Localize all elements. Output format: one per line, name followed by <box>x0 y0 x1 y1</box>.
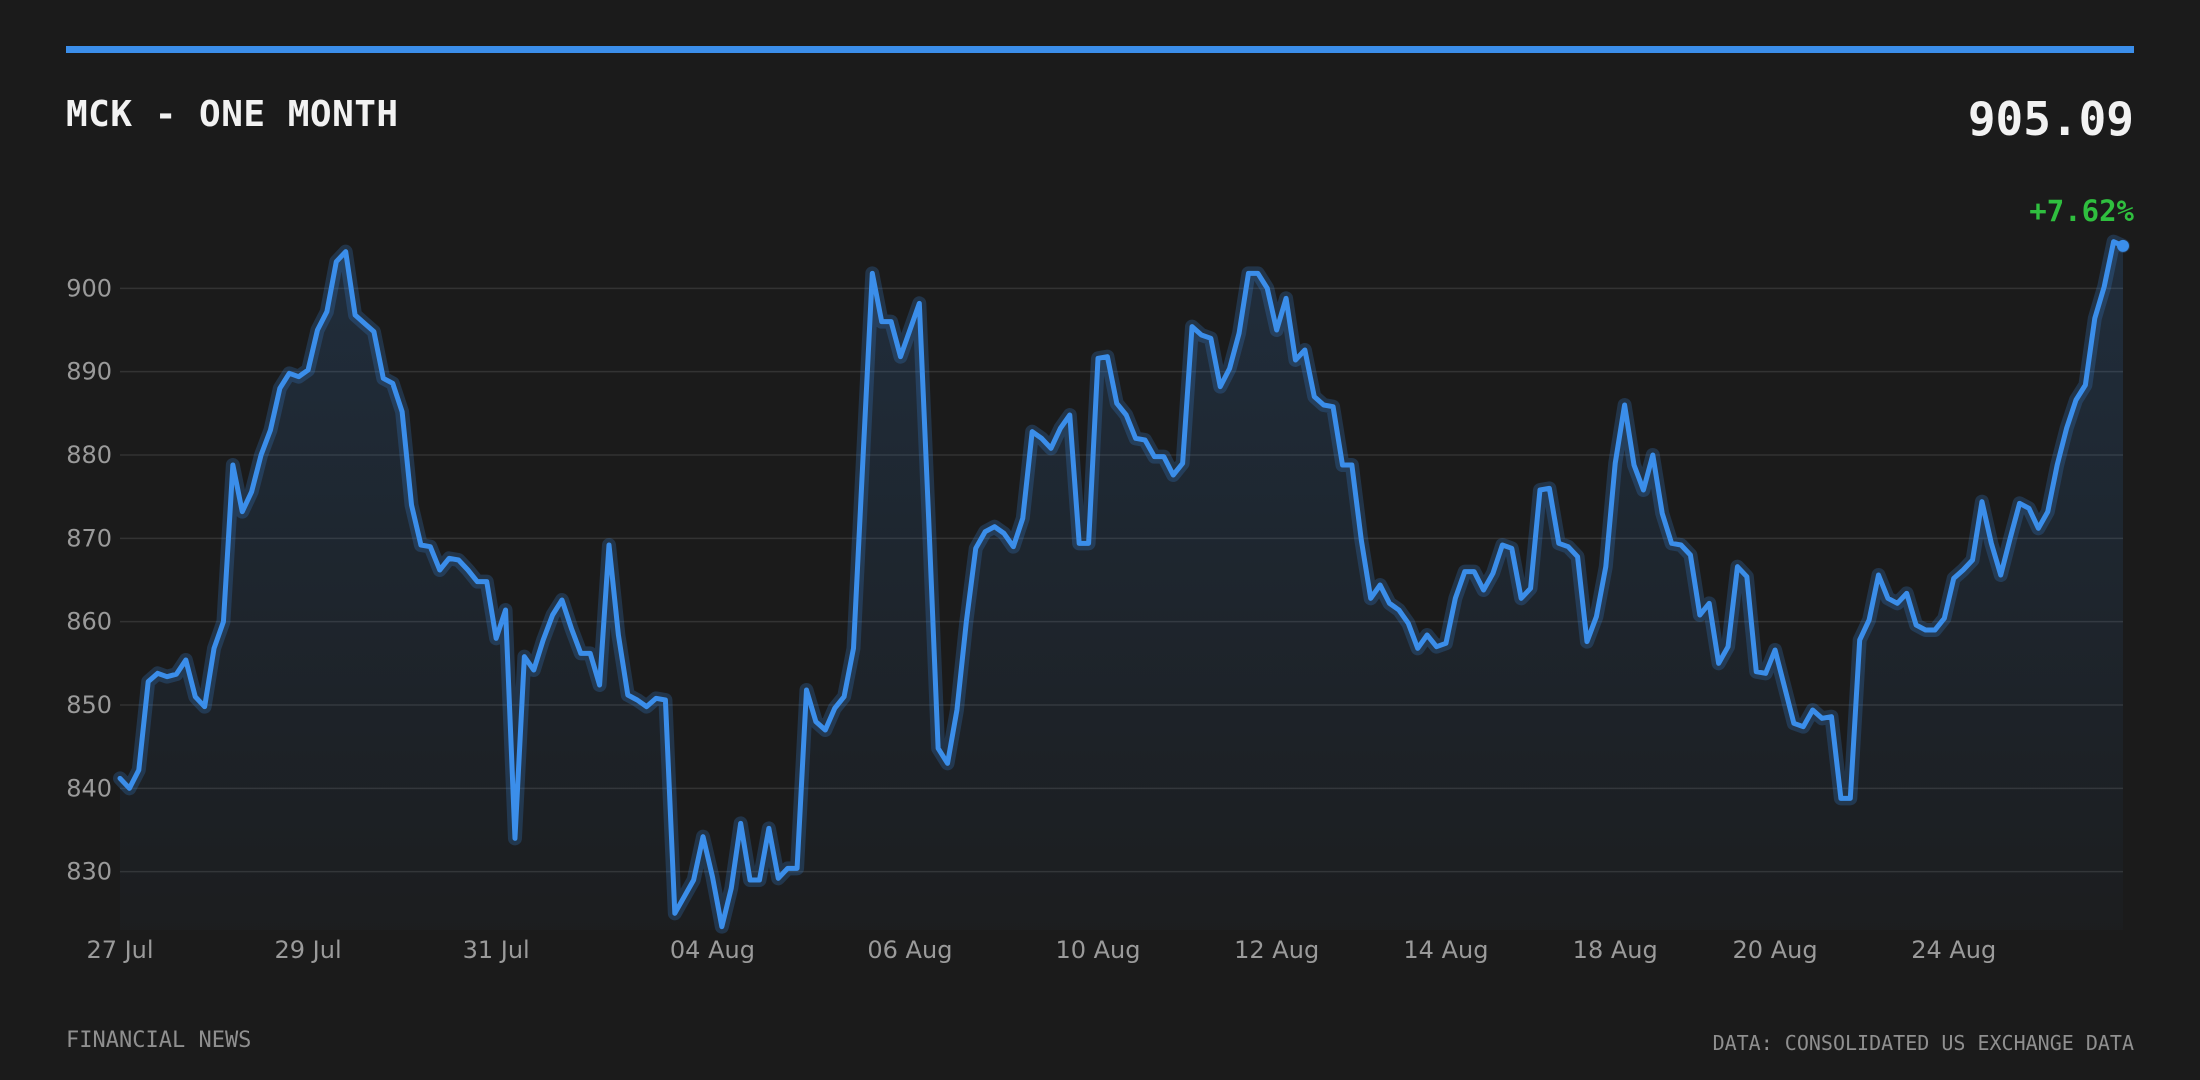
y-tick-label: 870 <box>66 524 112 552</box>
x-axis-ticks: 27 Jul 29 Jul 31 Jul 04 Aug 06 Aug 10 Aug 12 A… <box>86 936 1996 964</box>
price-change: +7.62% <box>2029 194 2134 228</box>
y-tick-label: 860 <box>66 608 112 636</box>
y-tick-label: 840 <box>66 774 112 802</box>
y-axis-ticks: 830 840 850 860 870 880 890 900 <box>66 274 112 885</box>
x-tick-label: 14 Aug <box>1403 936 1488 964</box>
x-tick-label: 06 Aug <box>867 936 952 964</box>
footer-source-right: DATA: CONSOLIDATED US EXCHANGE DATA <box>1712 1031 2134 1055</box>
current-price: 905.09 <box>1967 92 2134 146</box>
y-tick-label: 890 <box>66 358 112 386</box>
last-price-marker <box>2117 239 2129 252</box>
x-tick-label: 31 Jul <box>463 936 530 964</box>
x-tick-label: 12 Aug <box>1234 936 1319 964</box>
y-tick-label: 830 <box>66 858 112 886</box>
x-tick-label: 29 Jul <box>275 936 342 964</box>
x-tick-label: 10 Aug <box>1055 936 1140 964</box>
footer-source-left: FINANCIAL NEWS <box>66 1028 252 1053</box>
y-tick-label: 880 <box>66 441 112 469</box>
y-tick-label: 900 <box>66 274 112 302</box>
x-tick-label: 27 Jul <box>86 936 153 964</box>
x-tick-label: 18 Aug <box>1573 936 1658 964</box>
chart-title: MCK - ONE MONTH <box>66 94 399 135</box>
x-tick-label: 04 Aug <box>670 936 755 964</box>
x-tick-label: 20 Aug <box>1733 936 1818 964</box>
price-area-fill <box>120 241 2123 931</box>
price-line <box>117 239 2126 930</box>
x-tick-label: 24 Aug <box>1911 936 1996 964</box>
top-accent-rule <box>66 46 2134 53</box>
y-tick-label: 850 <box>66 691 112 719</box>
